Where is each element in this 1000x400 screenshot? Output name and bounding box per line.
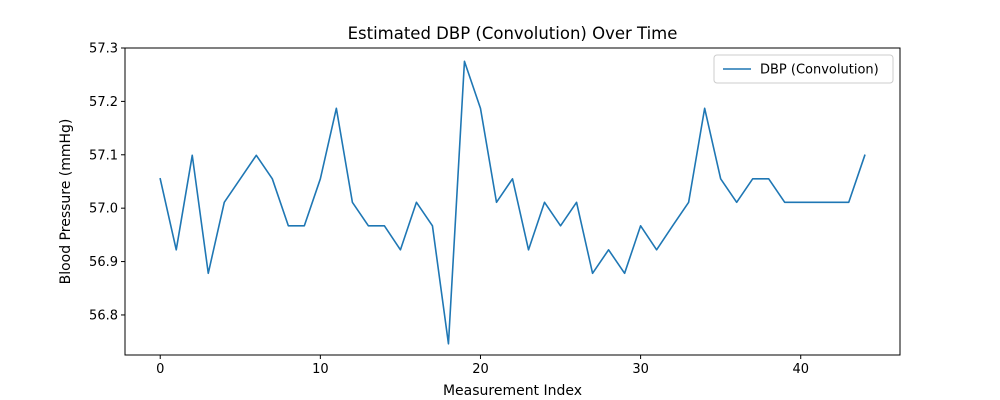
chart-title: Estimated DBP (Convolution) Over Time [348, 24, 678, 43]
y-tick-label: 57.2 [89, 95, 118, 110]
x-axis: 0 10 20 30 40 [156, 355, 809, 377]
plot-area [124, 47, 901, 356]
x-tick-label: 40 [792, 362, 809, 377]
series-layer [159, 60, 866, 345]
x-tick-label: 20 [472, 362, 489, 377]
x-tick-label: 10 [312, 362, 329, 377]
x-tick-label: 0 [156, 362, 164, 377]
y-tick-label: 57.3 [89, 42, 118, 57]
y-tick-label: 57.0 [89, 202, 118, 217]
x-axis-title: Measurement Index [443, 383, 582, 399]
y-axis: 56.8 56.9 57.0 57.1 57.2 57.3 [89, 42, 125, 323]
legend-box [713, 54, 894, 84]
x-tick-label: 30 [632, 362, 649, 377]
legend-label: DBP (Convolution) [760, 63, 879, 78]
legend: DBP (Convolution) [713, 54, 894, 84]
y-tick-label: 57.1 [89, 148, 118, 163]
y-tick-label: 56.9 [89, 255, 118, 270]
y-axis-title: Blood Pressure (mmHg) [58, 119, 74, 285]
y-tick-label: 56.8 [89, 308, 118, 323]
plot-frame [124, 47, 901, 356]
series-line [159, 60, 866, 345]
